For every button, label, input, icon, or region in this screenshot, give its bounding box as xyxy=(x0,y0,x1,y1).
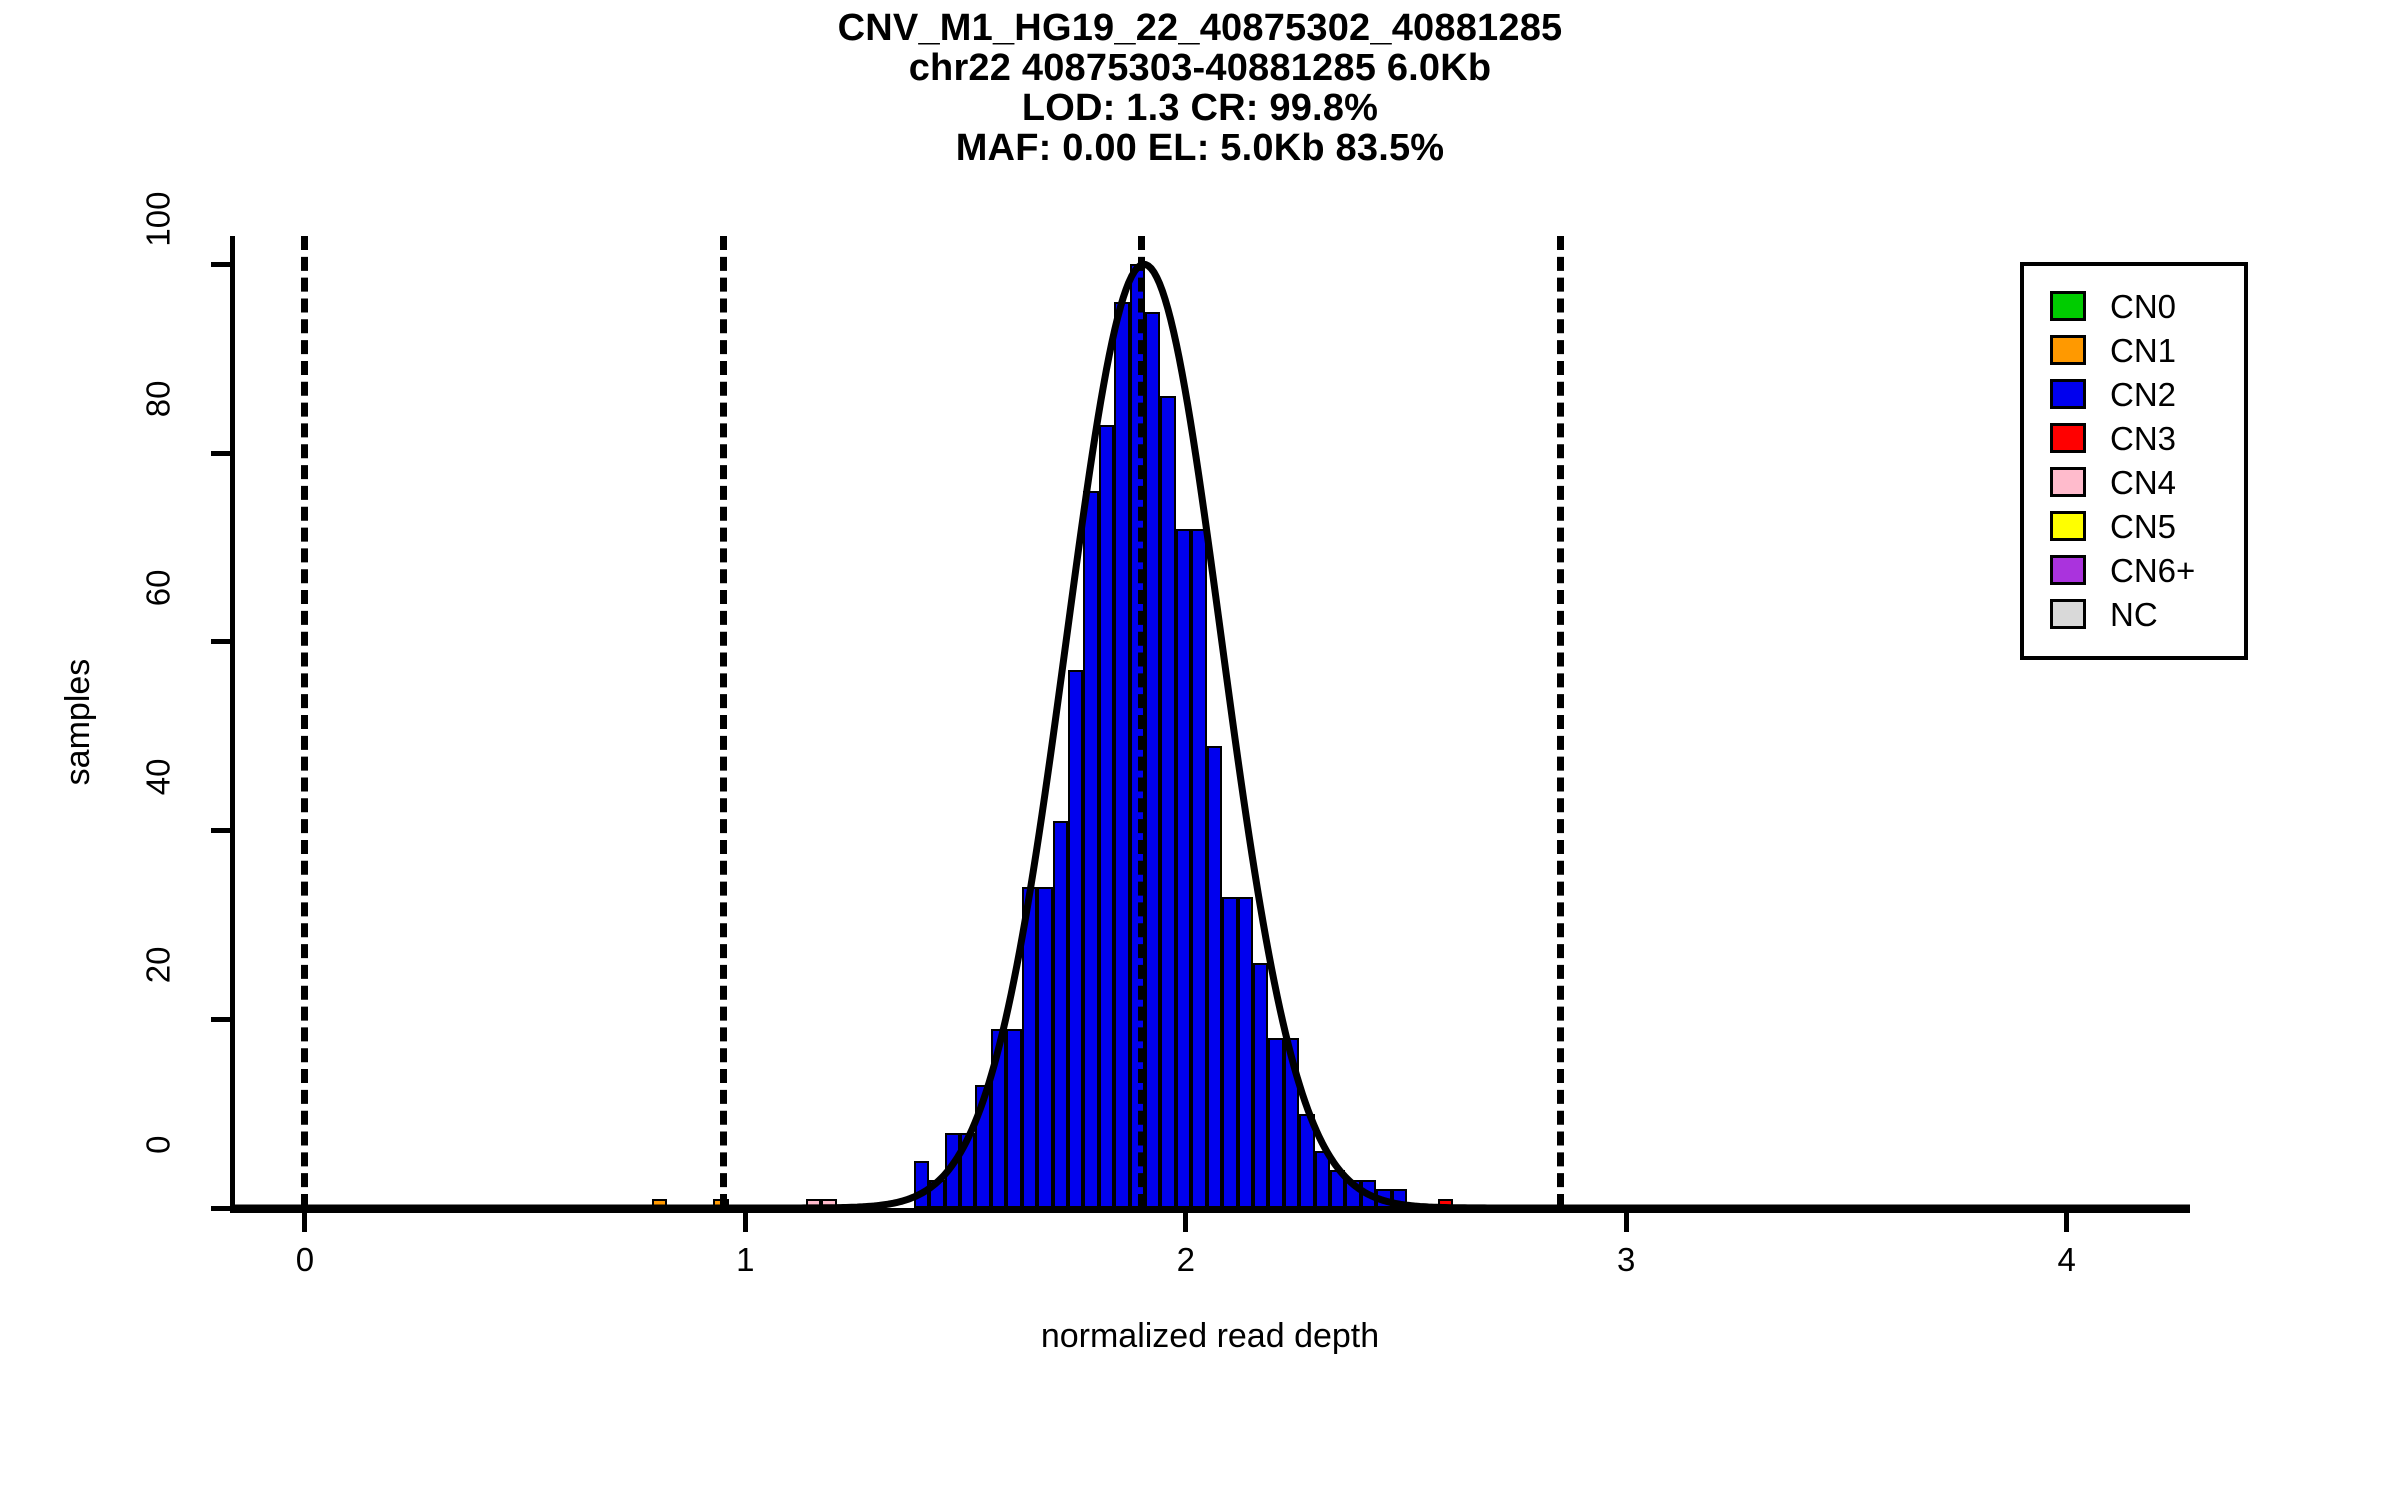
legend-item-label: CN1 xyxy=(2110,331,2177,369)
histogram-bar xyxy=(1437,1198,1454,1208)
histogram-bar xyxy=(651,1198,668,1208)
x-tick-mark xyxy=(2064,1213,2070,1232)
legend-item-nc: NC xyxy=(2024,592,2244,636)
title-line-2: chr22 40875303-40881285 6.0Kb xyxy=(908,47,1492,89)
y-tick-mark xyxy=(211,1205,230,1211)
legend-item-cn3: CN3 xyxy=(2024,416,2244,460)
y-tick-mark xyxy=(211,261,230,267)
histogram-bar xyxy=(929,1179,945,1208)
histogram-bar xyxy=(944,1132,961,1208)
histogram-bar xyxy=(805,1198,822,1208)
cn-boundary-line xyxy=(719,236,727,1208)
histogram-bar xyxy=(1237,896,1253,1208)
legend-box: CN0 CN1 CN2 CN3 CN4 CN5 CN6+ NC xyxy=(2020,262,2248,660)
x-tick-label: 4 xyxy=(2057,1241,2076,1278)
histogram-bar xyxy=(1222,896,1238,1208)
histogram-bar xyxy=(1252,962,1269,1208)
legend-swatch-icon xyxy=(2050,379,2086,409)
histogram-bar xyxy=(1391,1189,1408,1208)
cn-boundary-line xyxy=(301,236,309,1208)
y-axis-line xyxy=(230,236,235,1208)
legend-swatch-icon xyxy=(2050,467,2086,497)
histogram-bar xyxy=(1083,490,1099,1208)
histogram-bar xyxy=(821,1198,837,1208)
legend-item-cn4: CN4 xyxy=(2024,460,2244,504)
histogram-bar xyxy=(990,1028,1007,1208)
x-axis-line xyxy=(230,1208,2190,1213)
y-tick-mark xyxy=(211,639,230,645)
title-line-1: CNV_M1_HG19_22_40875302_40881285 xyxy=(837,7,1563,49)
histogram-bar xyxy=(1052,821,1068,1208)
y-axis-label: samples xyxy=(59,658,97,786)
histogram-bar xyxy=(1067,670,1084,1208)
x-tick-label: 0 xyxy=(295,1241,315,1278)
y-tick-label: 0 xyxy=(139,1135,177,1154)
legend-item-label: CN4 xyxy=(2110,463,2177,501)
cn-boundary-line xyxy=(1138,236,1146,1208)
y-tick-label: 80 xyxy=(139,380,177,418)
histogram-bar xyxy=(1175,528,1192,1208)
y-tick-mark xyxy=(211,1016,230,1022)
x-tick-mark xyxy=(1183,1213,1189,1232)
y-tick-label: 40 xyxy=(139,758,177,795)
histogram-bar xyxy=(1191,528,1207,1208)
histogram-bar xyxy=(913,1160,930,1208)
histogram-bar xyxy=(1037,887,1053,1208)
y-tick-label: 100 xyxy=(139,191,177,247)
histogram-bar xyxy=(975,1085,991,1208)
cn-boundary-line xyxy=(1556,236,1564,1208)
histogram-bar xyxy=(1360,1179,1377,1208)
histogram-bar xyxy=(1098,424,1115,1208)
title-line-4: MAF: 0.00 EL: 5.0Kb 83.5% xyxy=(955,127,1445,169)
histogram-bar xyxy=(1206,745,1223,1208)
y-tick-label: 20 xyxy=(139,946,177,984)
legend-item-label: NC xyxy=(2110,595,2158,633)
legend-swatch-icon xyxy=(2050,423,2086,453)
histogram-bar xyxy=(1376,1189,1392,1208)
legend-item-label: CN0 xyxy=(2110,287,2177,325)
histogram-bar xyxy=(960,1132,976,1208)
histogram-bar xyxy=(1160,396,1176,1208)
chart-plot-area: 0 20 40 60 80 100 0 1 2 3 4 samples normalized re… xyxy=(59,192,2190,1355)
legend-item-cn1: CN1 xyxy=(2024,328,2244,372)
legend-item-cn0: CN0 xyxy=(2024,284,2244,328)
legend-item-cn5: CN5 xyxy=(2024,504,2244,548)
histogram-bar xyxy=(1314,1151,1330,1208)
histogram-bar xyxy=(1006,1028,1022,1208)
x-axis-label: normalized read depth xyxy=(1040,1317,1380,1355)
legend-item-label: CN2 xyxy=(2110,375,2177,413)
y-tick-mark xyxy=(211,828,230,834)
legend-swatch-icon xyxy=(2050,555,2086,585)
legend-swatch-icon xyxy=(2050,291,2086,321)
x-tick-label: 2 xyxy=(1176,1241,1195,1278)
x-tick-mark xyxy=(1623,1213,1629,1232)
histogram-bar xyxy=(1299,1113,1315,1208)
legend-item-cn2: CN2 xyxy=(2024,372,2244,416)
y-tick-label: 60 xyxy=(139,569,177,606)
histogram-bar xyxy=(1283,1038,1300,1208)
histogram-bar xyxy=(1268,1038,1284,1208)
legend-swatch-icon xyxy=(2050,335,2086,365)
x-tick-label: 1 xyxy=(736,1241,755,1278)
legend-item-cn6plus: CN6+ xyxy=(2024,548,2244,592)
histogram-bar xyxy=(1330,1170,1346,1208)
histogram-bar xyxy=(1145,311,1161,1208)
plot-title: CNV_M1_HG19_22_40875302_40881285 chr22 4… xyxy=(0,0,2400,168)
histogram-bar xyxy=(1021,887,1038,1208)
x-tick-mark xyxy=(742,1213,748,1232)
histogram-bar xyxy=(1345,1179,1361,1208)
legend-swatch-icon xyxy=(2050,511,2086,541)
legend-item-label: CN6+ xyxy=(2110,551,2196,589)
y-tick-mark xyxy=(211,450,230,456)
legend-swatch-icon xyxy=(2050,599,2086,629)
x-tick-mark xyxy=(302,1213,308,1232)
title-line-3: LOD: 1.3 CR: 99.8% xyxy=(1021,87,1379,129)
x-tick-label: 3 xyxy=(1617,1241,1636,1278)
histogram-bar xyxy=(1114,302,1130,1208)
legend-item-label: CN3 xyxy=(2110,419,2177,457)
legend-item-label: CN5 xyxy=(2110,507,2177,545)
